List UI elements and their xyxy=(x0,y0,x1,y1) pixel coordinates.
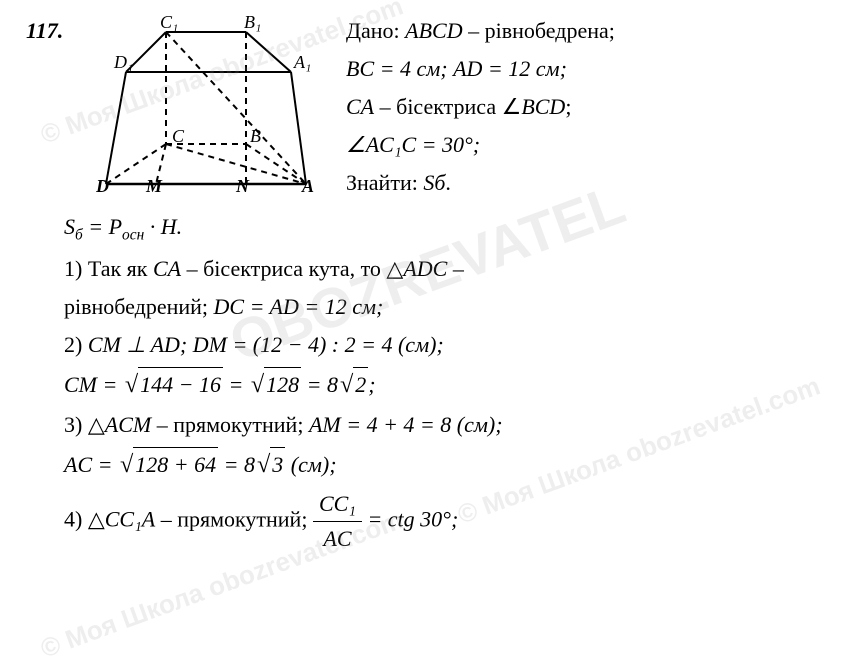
step-eq: AM = 4 + 4 = 8 (см); xyxy=(309,412,503,437)
svg-text:D₁: D₁ xyxy=(113,52,133,72)
given-label: Дано: xyxy=(346,18,405,43)
step-var: CA xyxy=(153,256,181,281)
svg-text:D: D xyxy=(96,176,109,194)
step-num: 4) △ xyxy=(64,507,105,532)
step-text: – прямокутний; xyxy=(155,507,313,532)
given-text: – бісектриса ∠ xyxy=(374,94,521,119)
step-text: (см); xyxy=(285,452,336,477)
svg-text:A: A xyxy=(301,176,314,194)
step-var: CM = xyxy=(64,372,123,397)
fraction: CC₁AC xyxy=(313,487,362,556)
svg-text:C₁: C₁ xyxy=(160,14,178,32)
svg-text:B: B xyxy=(250,126,261,146)
svg-text:M: M xyxy=(145,176,163,194)
step-eq: = ctg 30°; xyxy=(362,507,458,532)
find-target: Sб xyxy=(423,170,445,195)
step-var: ADC xyxy=(403,256,447,281)
step-num: 3) △ xyxy=(64,412,105,437)
frac-den: AC xyxy=(313,522,362,556)
formula-eq: = P xyxy=(83,214,122,239)
sqrt-body: 3 xyxy=(270,447,285,482)
top-row: D₁ C₁ B₁ A₁ D C B A M N Дано: ABCD – рів… xyxy=(96,14,824,204)
step-3b: AC = 128 + 64 = 8 3 (см); xyxy=(64,446,824,484)
sqrt-body: 144 − 16 xyxy=(138,367,223,402)
given-text: ; xyxy=(565,94,571,119)
step-var: DC = AD = 12 см; xyxy=(214,294,384,319)
step-var: AC = xyxy=(64,452,118,477)
step-eq: = 8 xyxy=(218,452,255,477)
step-num: 2) xyxy=(64,332,88,357)
formula-rhs: · H. xyxy=(144,214,182,239)
given-text: – рівнобедрена; xyxy=(463,18,615,43)
find-dot: . xyxy=(445,170,451,195)
sqrt-body: 128 + 64 xyxy=(133,447,218,482)
svg-text:C: C xyxy=(172,126,185,146)
formula-lhs: S xyxy=(64,214,75,239)
prism-diagram: D₁ C₁ B₁ A₁ D C B A M N xyxy=(96,14,316,194)
step-text: – бісектриса кута, то △ xyxy=(181,256,403,281)
step-3: 3) △ACM – прямокутний; AM = 4 + 4 = 8 (с… xyxy=(64,408,824,442)
sqrt-body: 2 xyxy=(353,367,368,402)
step-text: 1) Так як xyxy=(64,256,153,281)
given-block: Дано: ABCD – рівнобедрена; BC = 4 см; AD… xyxy=(346,14,824,204)
find-label: Знайти: xyxy=(346,170,423,195)
given-dims: BC = 4 см; AD = 12 см; xyxy=(346,52,824,86)
svg-text:B₁: B₁ xyxy=(244,14,261,32)
step-text: ; xyxy=(368,372,375,397)
problem-number: 117. xyxy=(26,14,63,48)
step-1: 1) Так як CA – бісектриса кута, то △ADC … xyxy=(64,252,824,286)
frac-num: CC₁ xyxy=(313,487,362,522)
svg-text:N: N xyxy=(235,176,250,194)
step-var: CC₁A xyxy=(105,507,155,532)
svg-text:A₁: A₁ xyxy=(293,52,311,72)
step-eq: CM ⊥ AD; DM = (12 − 4) : 2 = 4 (см); xyxy=(88,332,444,357)
solution-block: Sб = Pосн · H. 1) Так як CA – бісектриса… xyxy=(64,210,824,556)
step-2: 2) CM ⊥ AD; DM = (12 − 4) : 2 = 4 (см); xyxy=(64,328,824,362)
step-1b: рівнобедрений; DC = AD = 12 см; xyxy=(64,290,824,324)
step-eq: = xyxy=(223,372,249,397)
given-bisector: CA xyxy=(346,94,374,119)
step-4: 4) △CC₁A – прямокутний; CC₁AC = ctg 30°; xyxy=(64,487,824,556)
formula-sub2: осн xyxy=(122,227,144,244)
sqrt-body: 128 xyxy=(264,367,301,402)
step-text: – прямокутний; xyxy=(151,412,309,437)
formula: Sб = Pосн · H. xyxy=(64,210,824,247)
given-angle: BCD xyxy=(521,94,565,119)
step-var: ACM xyxy=(105,412,151,437)
step-text: рівнобедрений; xyxy=(64,294,214,319)
step-2b: CM = 144 − 16 = 128 = 8 2; xyxy=(64,366,824,404)
step-text: – xyxy=(447,256,464,281)
given-angle-val: ∠AC₁C = 30°; xyxy=(346,128,824,162)
step-text: = 8 xyxy=(301,372,338,397)
given-shape: ABCD xyxy=(405,18,462,43)
formula-sub: б xyxy=(75,227,83,244)
